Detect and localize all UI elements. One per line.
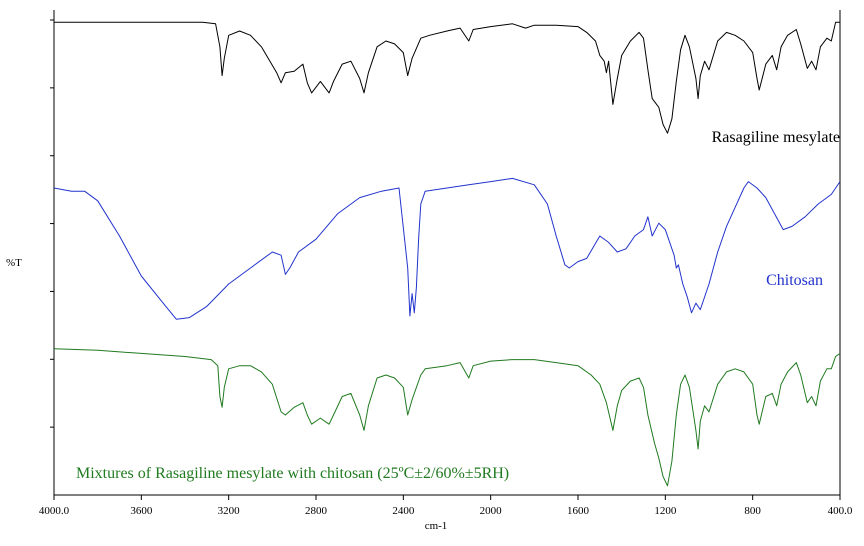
series-label-chitosan: Chitosan <box>766 272 823 289</box>
series-line-3 <box>53 348 841 487</box>
x-tick-label: 4000.0 <box>39 505 70 517</box>
y-axis-title: %T <box>6 257 22 269</box>
x-tick-label: 2800 <box>305 505 328 517</box>
series-line-2 <box>53 177 841 320</box>
series-layer <box>53 21 841 487</box>
x-tick-label: 3200 <box>218 505 241 517</box>
x-tick-label: 2400 <box>392 505 415 517</box>
axes: 4000.0 3600 3200 2800 2400 2000 1600 1200 800 400… <box>39 10 853 517</box>
series-line-1 <box>54 21 840 134</box>
x-axis-title: cm-1 <box>425 520 448 532</box>
x-tick-label: 1600 <box>567 505 590 517</box>
series-label-rasagiline: Rasagiline mesylate <box>712 129 840 146</box>
x-tick-label: 2000 <box>480 505 503 517</box>
x-tick-label: 400.0 <box>828 505 853 517</box>
x-tick-label: 3600 <box>130 505 153 517</box>
x-tick-label: 1200 <box>654 505 677 517</box>
x-tick-label: 800 <box>744 505 761 517</box>
series-label-mixture: Mixtures of Rasagiline mesylate with chi… <box>76 465 509 482</box>
